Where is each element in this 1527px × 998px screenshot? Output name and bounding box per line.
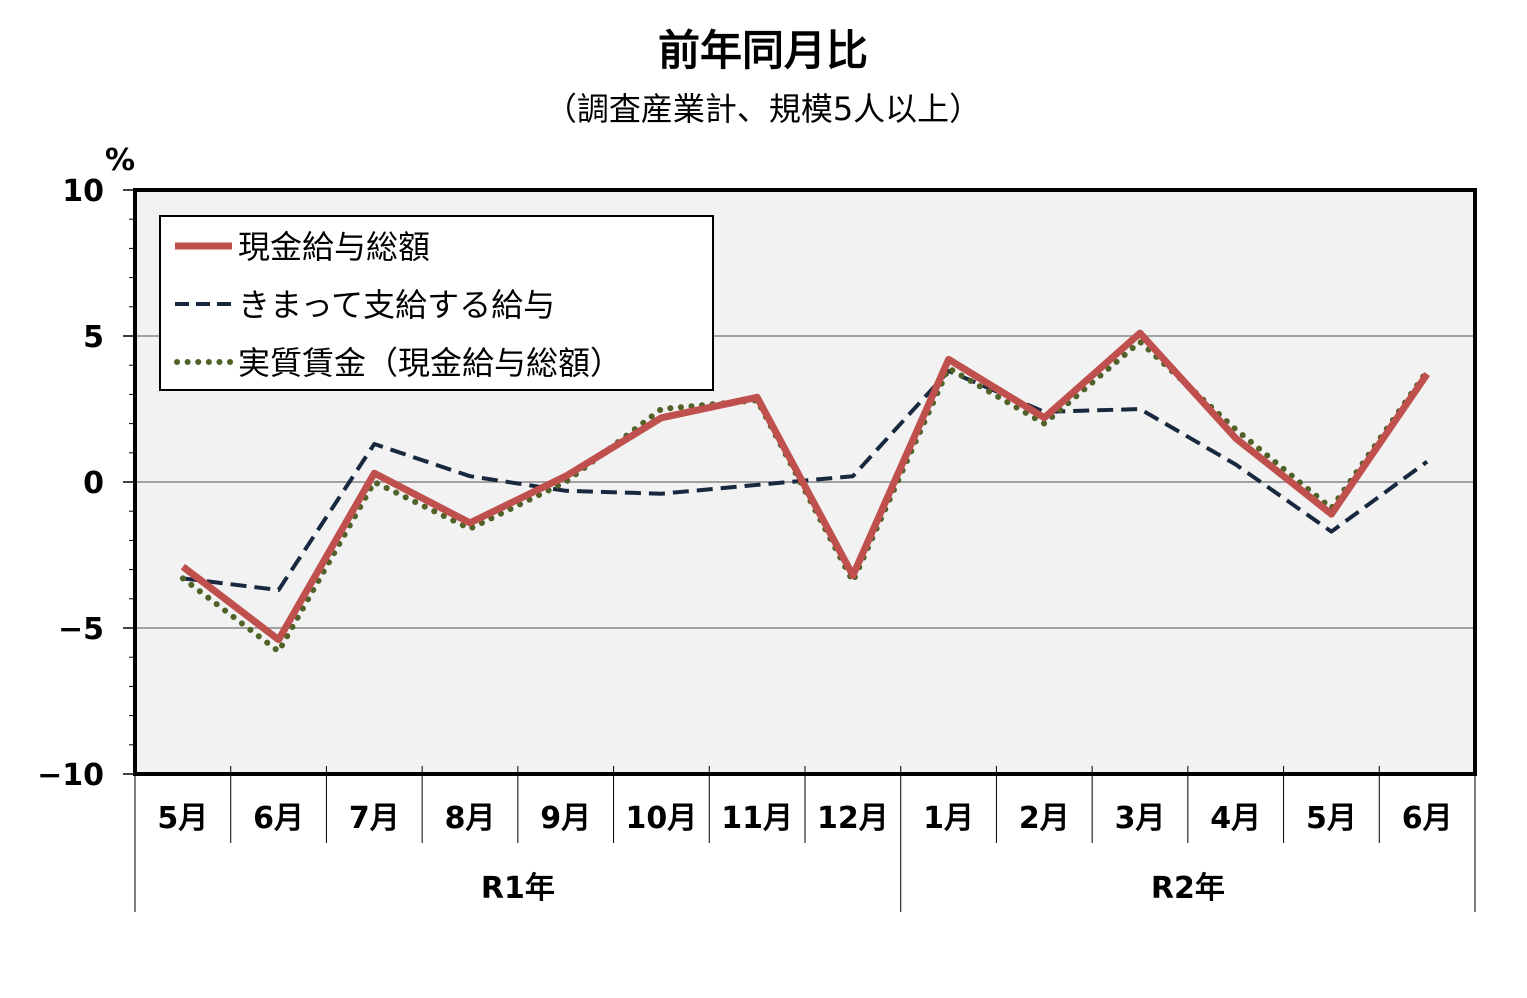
y-tick-label: 0 (83, 466, 104, 501)
y-tick-label: −5 (58, 612, 104, 647)
plot-border (133, 188, 1477, 776)
legend-label-scheduled-earnings: きまって支給する給与 (238, 286, 555, 324)
legend-label-real-wages: 実質賃金（現金給与総額） (238, 344, 622, 382)
x-tick-label: 2月 (1019, 801, 1070, 836)
x-tick-label: 5月 (157, 801, 208, 836)
legend: 現金給与総額 きまって支給する給与 実質賃金（現金給与総額） (159, 215, 714, 391)
x-tick-label: 6月 (1402, 801, 1453, 836)
x-tick-label: 9月 (540, 801, 591, 836)
chart-subtitle: （調査産業計、規模5人以上） (545, 90, 981, 128)
series-line-cash-earnings (180, 329, 1430, 644)
x-tick-label: 12月 (817, 801, 889, 836)
x-tick-label: 4月 (1210, 801, 1261, 836)
y-axis-unit: % (105, 143, 135, 178)
legend-label-cash-earnings: 現金給与総額 (238, 228, 430, 266)
x-tick-label: 6月 (253, 801, 304, 836)
x-group-label: R2年 (1151, 871, 1225, 906)
legend-box (159, 215, 714, 391)
y-tick-label: 10 (62, 174, 104, 209)
x-tick-label: 7月 (349, 801, 400, 836)
y-tick-label: −10 (37, 758, 104, 793)
x-tick-label: 10月 (626, 801, 698, 836)
x-tick-label: 11月 (721, 801, 793, 836)
x-group-label: R1年 (481, 871, 555, 906)
chart-title: 前年同月比 (658, 26, 868, 75)
x-tick-label: 3月 (1115, 801, 1166, 836)
y-tick-label: 5 (83, 320, 104, 355)
x-tick-label: 5月 (1306, 801, 1357, 836)
x-tick-label: 1月 (923, 801, 974, 836)
x-tick-label: 8月 (445, 801, 496, 836)
